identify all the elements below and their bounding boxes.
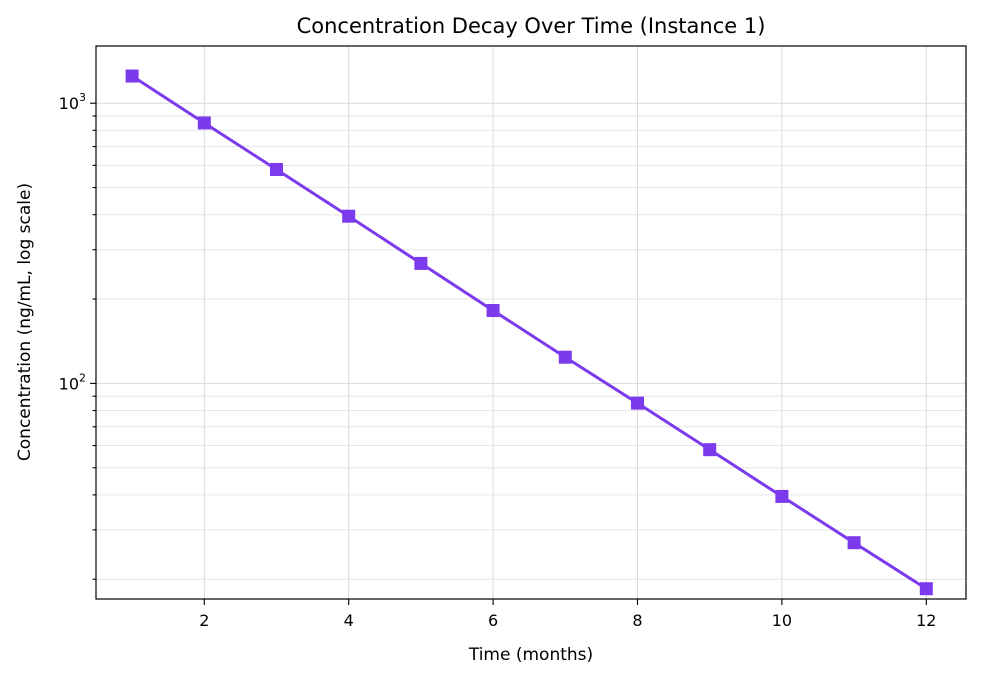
data-point <box>414 256 428 270</box>
x-tick-label: 10 <box>772 611 792 630</box>
data-point <box>630 396 644 410</box>
x-axis-label: Time (months) <box>468 645 593 665</box>
series-layer <box>125 69 933 596</box>
x-tick-label: 6 <box>488 611 498 630</box>
data-point <box>342 209 356 223</box>
axis-ticks: 2 4 6 8 10 12 102 103 <box>59 91 937 630</box>
y-tick-label: 103 <box>59 91 86 113</box>
data-point <box>919 582 933 596</box>
data-point <box>486 304 500 318</box>
series-line <box>131 74 928 590</box>
chart-title: Concentration Decay Over Time (Instance … <box>297 14 766 38</box>
data-point <box>558 350 572 364</box>
data-point <box>775 489 789 503</box>
plot-frame <box>95 45 967 600</box>
y-axis-label: Concentration (ng/mL, log scale) <box>15 183 35 461</box>
grid <box>96 46 966 599</box>
data-point <box>269 162 283 176</box>
y-tick-label: 102 <box>59 371 86 393</box>
x-tick-label: 12 <box>916 611 936 630</box>
x-tick-label: 4 <box>344 611 354 630</box>
data-point <box>197 116 211 130</box>
x-tick-label: 2 <box>199 611 209 630</box>
data-point <box>125 69 139 83</box>
data-point <box>703 443 717 457</box>
x-tick-label: 8 <box>632 611 642 630</box>
data-point <box>847 536 861 550</box>
